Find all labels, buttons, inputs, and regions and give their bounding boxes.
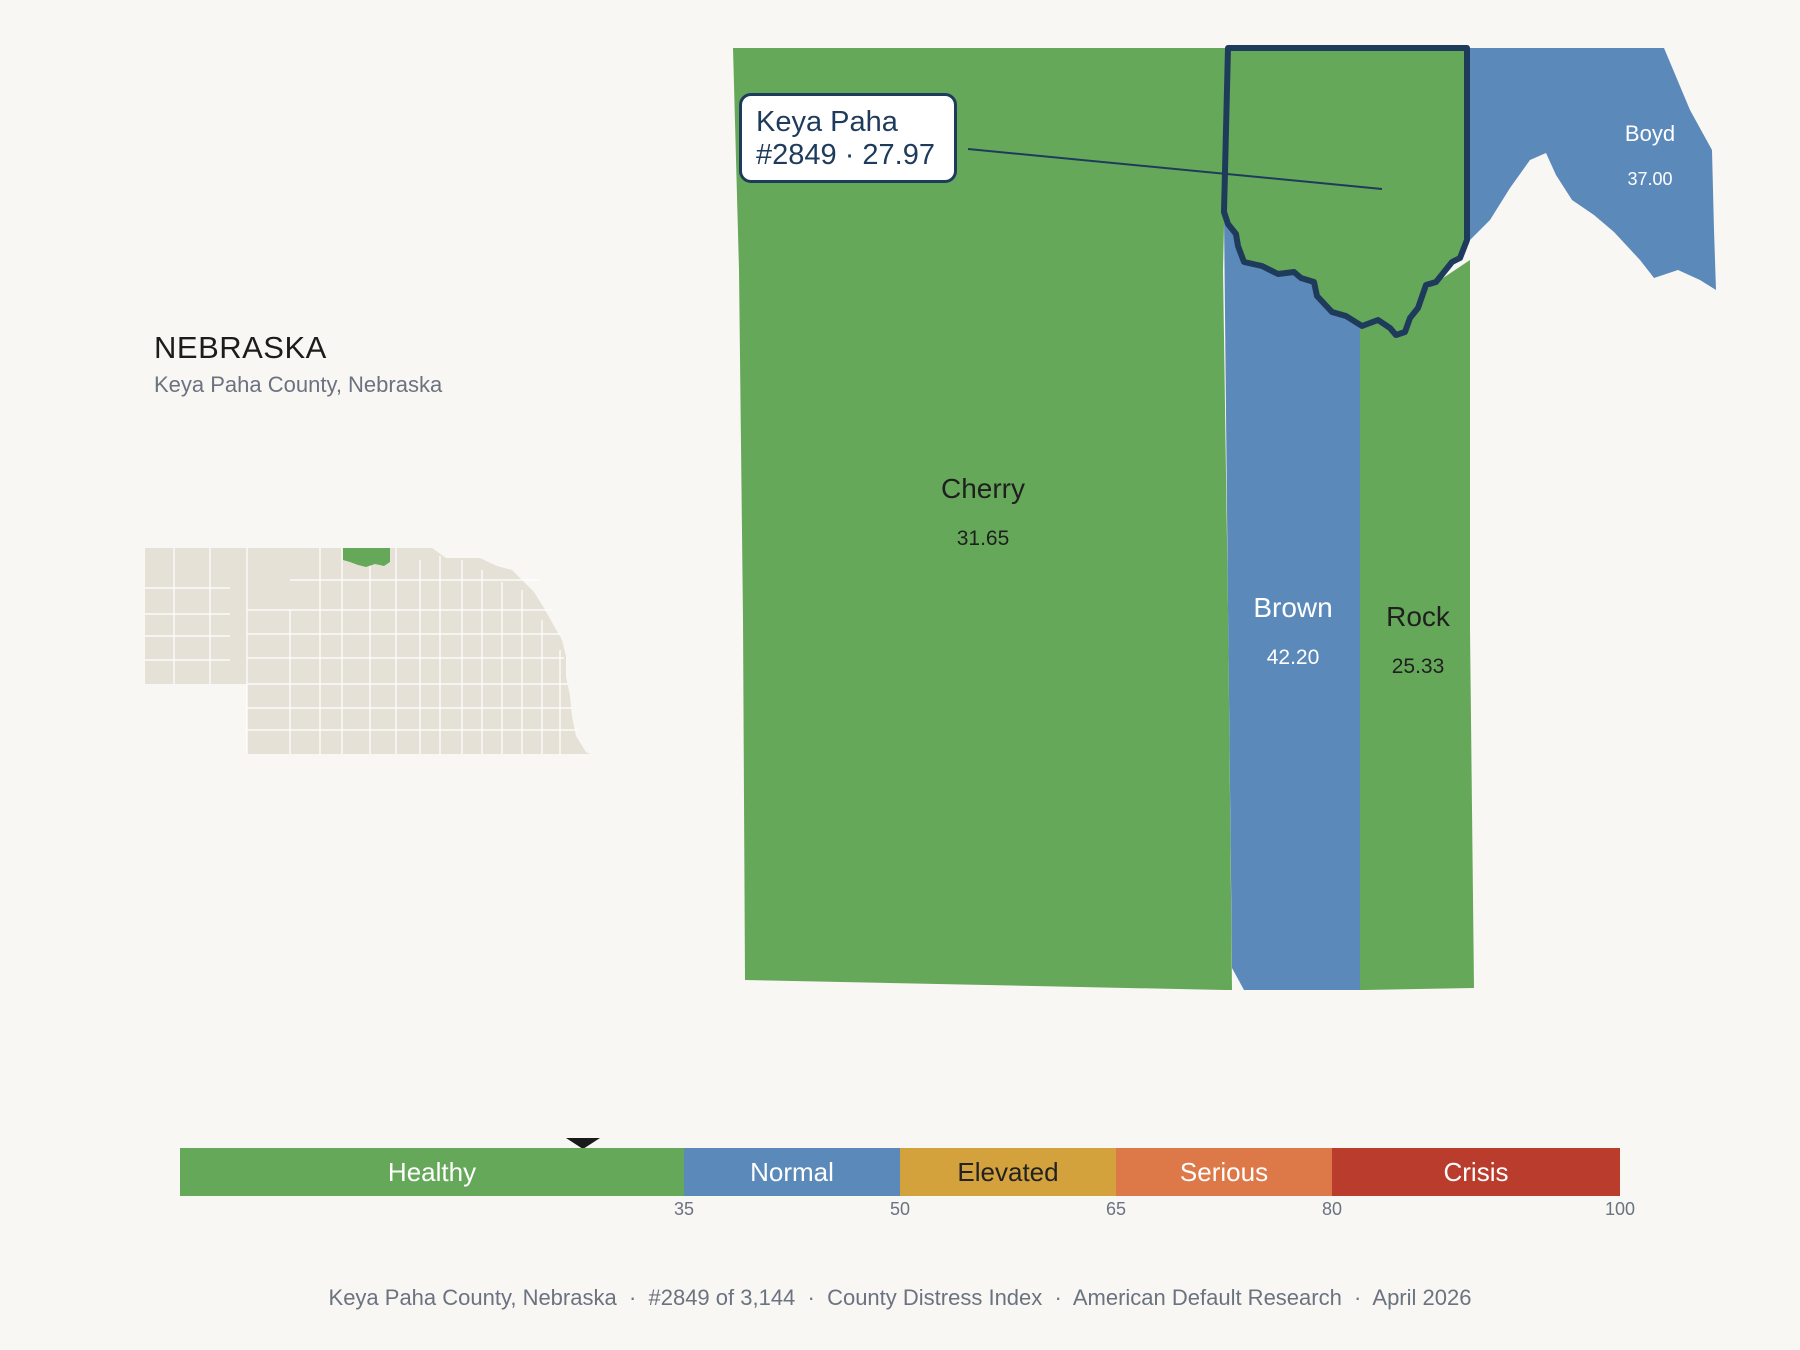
scale-tick-80: 80 xyxy=(1321,1199,1343,1219)
scale-tick-65: 65 xyxy=(1105,1199,1127,1219)
scale-tick-35: 35 xyxy=(673,1199,695,1219)
scale-segment-normal: Normal xyxy=(684,1148,900,1196)
county-label-cherry: Cherry xyxy=(941,473,1025,504)
inset-state-map xyxy=(145,548,590,754)
county-label-rock: Rock xyxy=(1386,601,1451,632)
county-cherry[interactable] xyxy=(733,48,1232,990)
county-value-boyd: 37.00 xyxy=(1627,169,1672,189)
scale-marker xyxy=(566,1138,600,1149)
footer-caption: Keya Paha County, Nebraska · #2849 of 3,… xyxy=(328,1285,1472,1310)
scale-tick-100: 100 xyxy=(1604,1199,1636,1219)
scale-segment-crisis: Crisis xyxy=(1332,1148,1620,1196)
scale-segment-serious: Serious xyxy=(1116,1148,1332,1196)
county-rock[interactable] xyxy=(1360,260,1474,990)
county-value-brown: 42.20 xyxy=(1267,646,1320,669)
state-title: NEBRASKA xyxy=(154,330,327,365)
scale-segment-elevated: Elevated xyxy=(900,1148,1116,1196)
county-label-boyd: Boyd xyxy=(1625,121,1675,146)
county-keya-paha[interactable] xyxy=(1221,45,1470,338)
inset-nebraska-shape xyxy=(145,548,590,754)
scale-segment-healthy: Healthy xyxy=(180,1148,684,1196)
callout-county-name: Keya Paha xyxy=(756,106,898,138)
county-brown[interactable] xyxy=(1224,215,1360,990)
county-value-rock: 25.33 xyxy=(1392,655,1445,678)
inset-county-lines xyxy=(145,548,578,754)
state-subtitle: Keya Paha County, Nebraska xyxy=(154,372,443,397)
callout-leader-line xyxy=(967,148,1383,190)
distress-scale-bar: Healthy Normal Elevated Serious Crisis xyxy=(180,1148,1620,1196)
inset-keya-paha-highlight xyxy=(343,548,390,567)
county-boyd[interactable] xyxy=(1467,48,1716,290)
county-callout: Keya Paha #2849 · 27.97 xyxy=(739,93,957,183)
county-value-cherry: 31.65 xyxy=(957,527,1010,550)
callout-rank-value: #2849 · 27.97 xyxy=(756,139,935,171)
scale-tick-50: 50 xyxy=(889,1199,911,1219)
county-label-brown: Brown xyxy=(1253,592,1332,623)
